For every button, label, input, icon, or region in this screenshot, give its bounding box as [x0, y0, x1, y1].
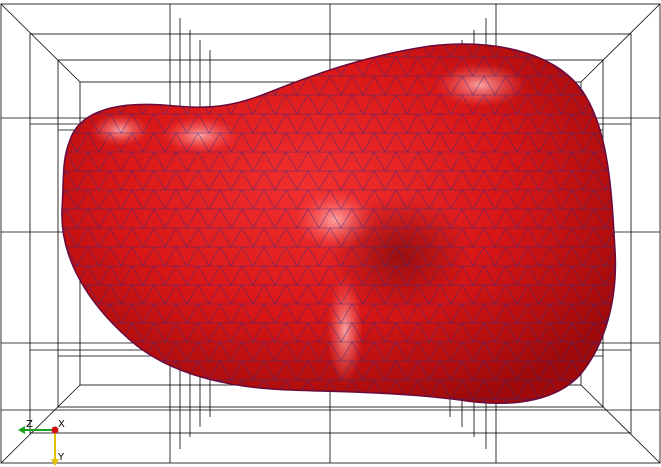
z-axis-label: Z	[26, 419, 33, 430]
z-axis-arrow-icon	[18, 426, 25, 434]
y-axis-arrow-icon	[51, 459, 59, 466]
x-axis-dot-icon	[51, 426, 59, 434]
x-axis-label: X	[58, 419, 65, 430]
axis-triad: Z X Y	[18, 419, 65, 466]
y-axis-label: Y	[57, 452, 65, 463]
